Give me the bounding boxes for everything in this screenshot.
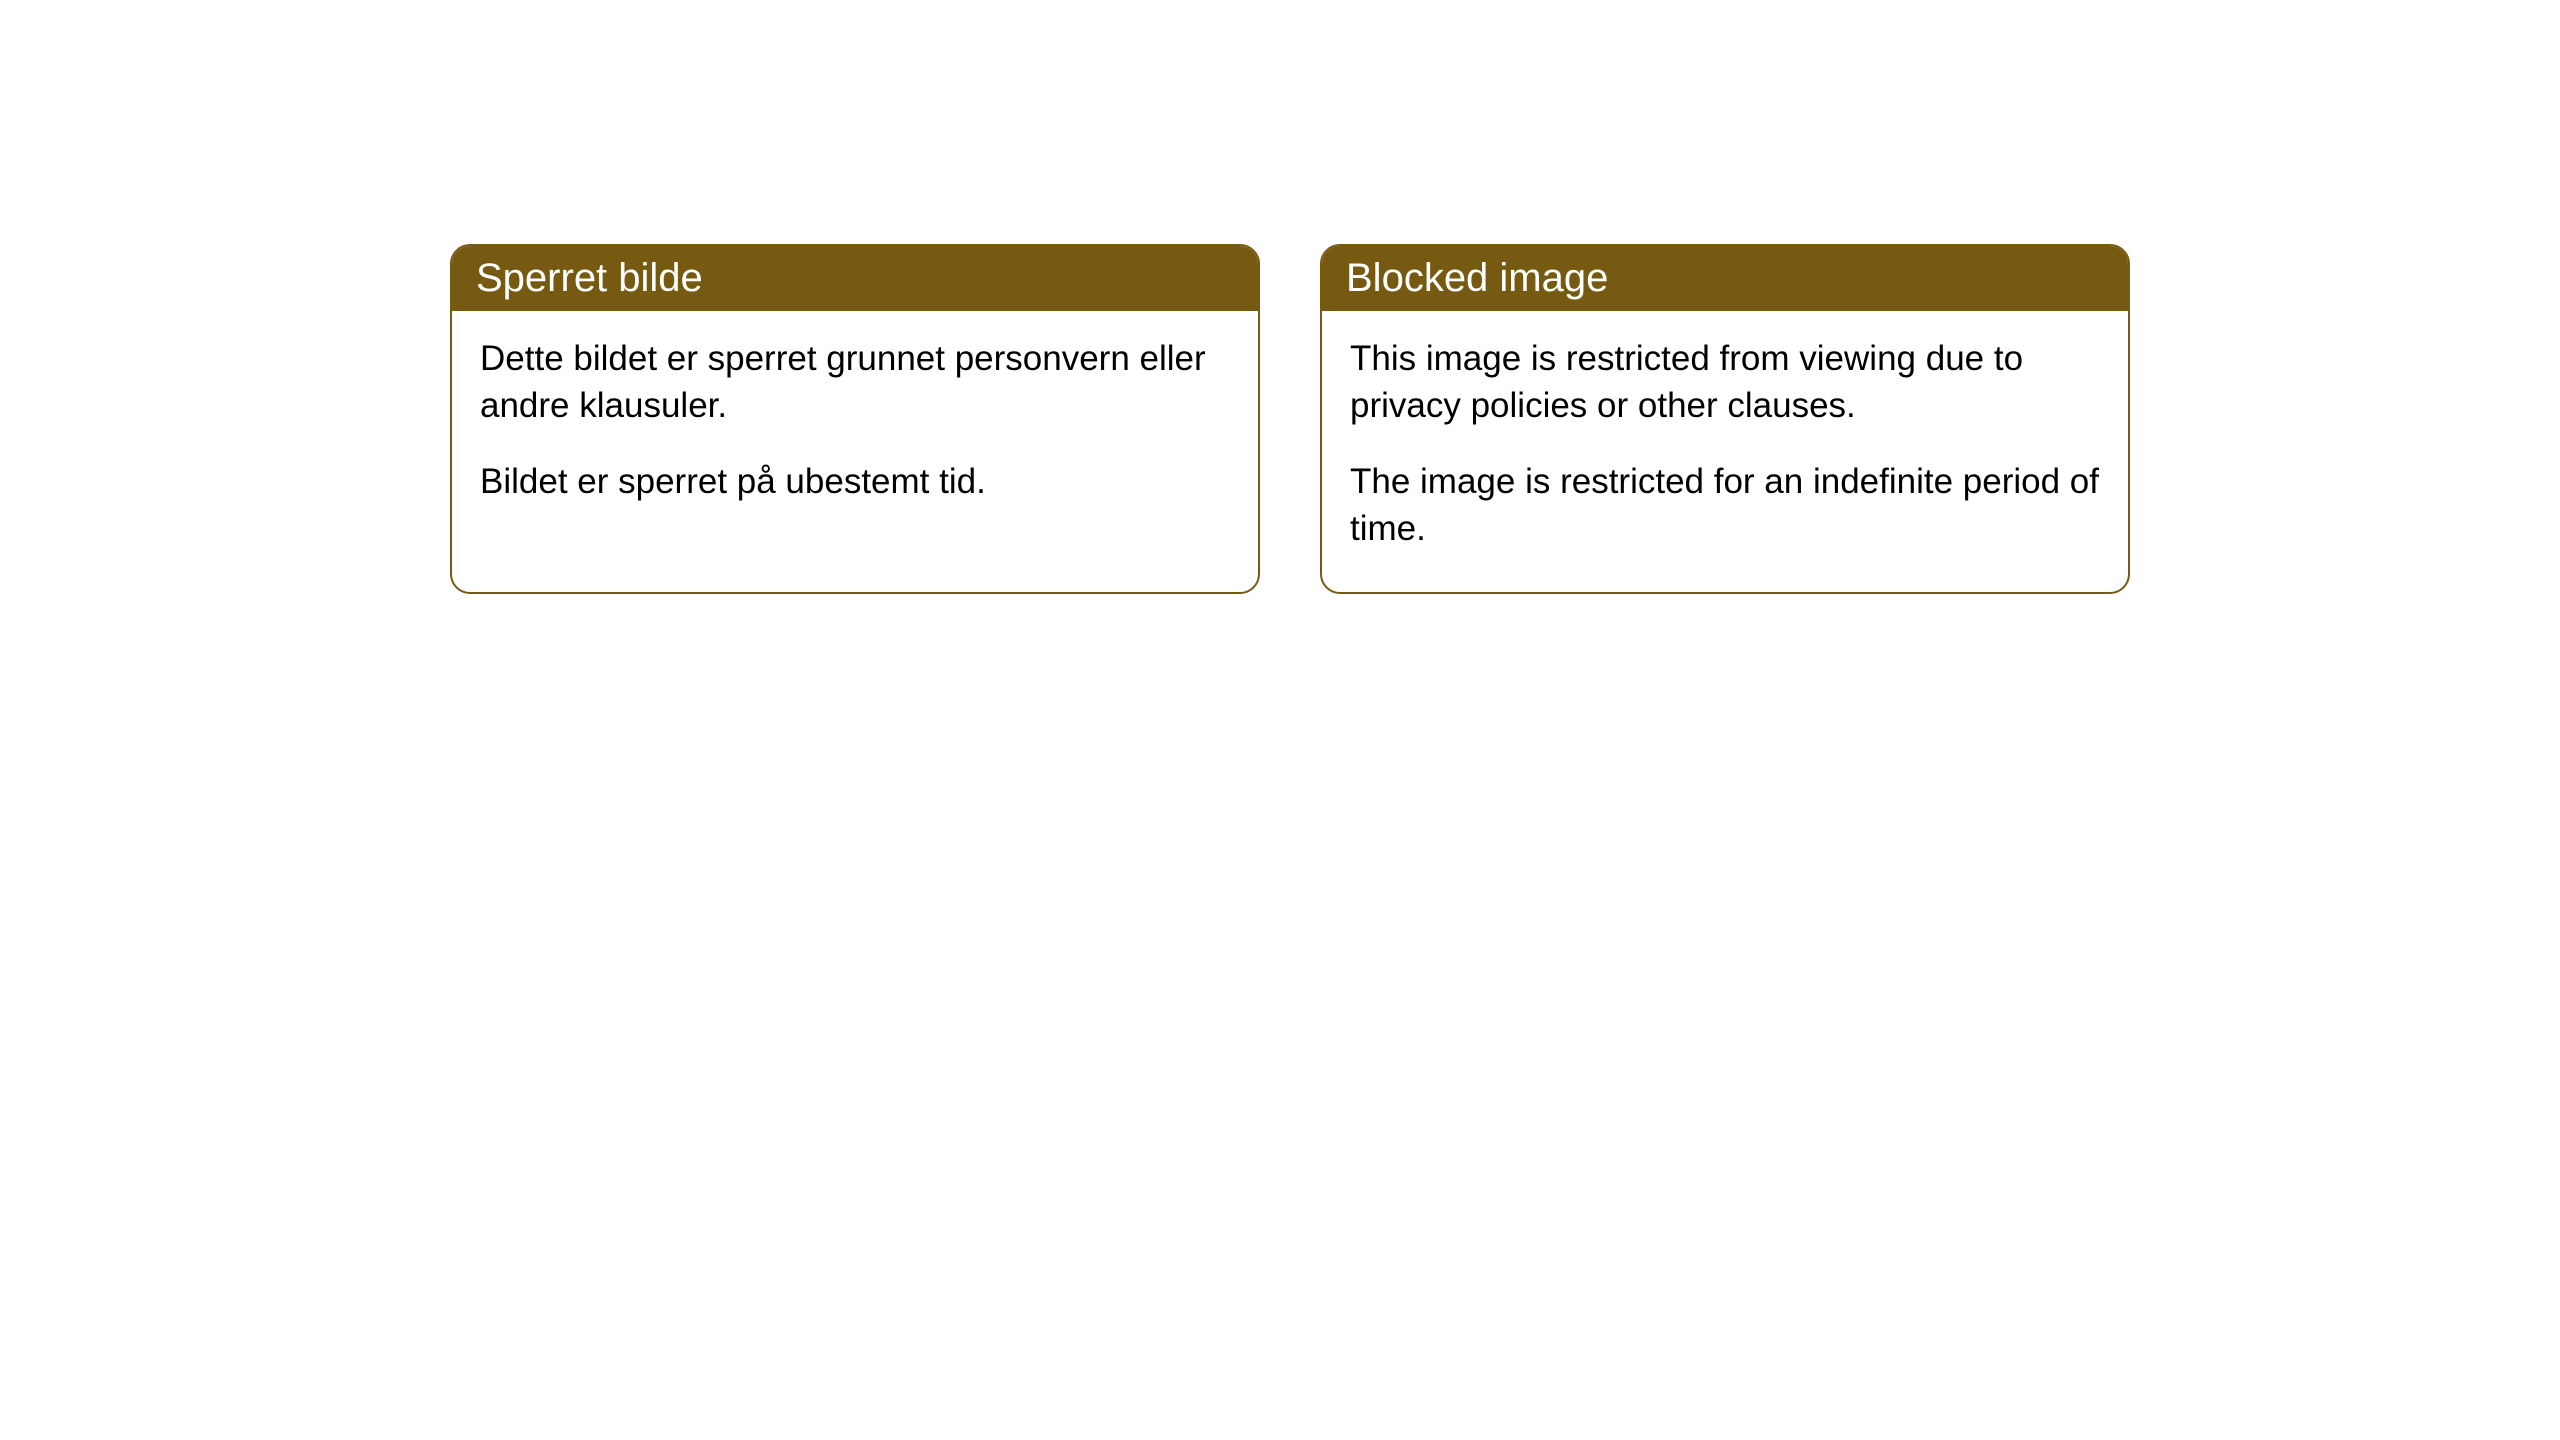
card-title: Blocked image — [1322, 246, 2128, 311]
notice-card-english: Blocked image This image is restricted f… — [1320, 244, 2130, 594]
card-paragraph: Dette bildet er sperret grunnet personve… — [480, 335, 1230, 430]
card-title: Sperret bilde — [452, 246, 1258, 311]
card-body: This image is restricted from viewing du… — [1322, 311, 2128, 592]
card-paragraph: Bildet er sperret på ubestemt tid. — [480, 458, 1230, 505]
card-paragraph: This image is restricted from viewing du… — [1350, 335, 2100, 430]
notice-card-norwegian: Sperret bilde Dette bildet er sperret gr… — [450, 244, 1260, 594]
card-paragraph: The image is restricted for an indefinit… — [1350, 458, 2100, 553]
card-body: Dette bildet er sperret grunnet personve… — [452, 311, 1258, 545]
notice-cards-container: Sperret bilde Dette bildet er sperret gr… — [450, 244, 2130, 594]
